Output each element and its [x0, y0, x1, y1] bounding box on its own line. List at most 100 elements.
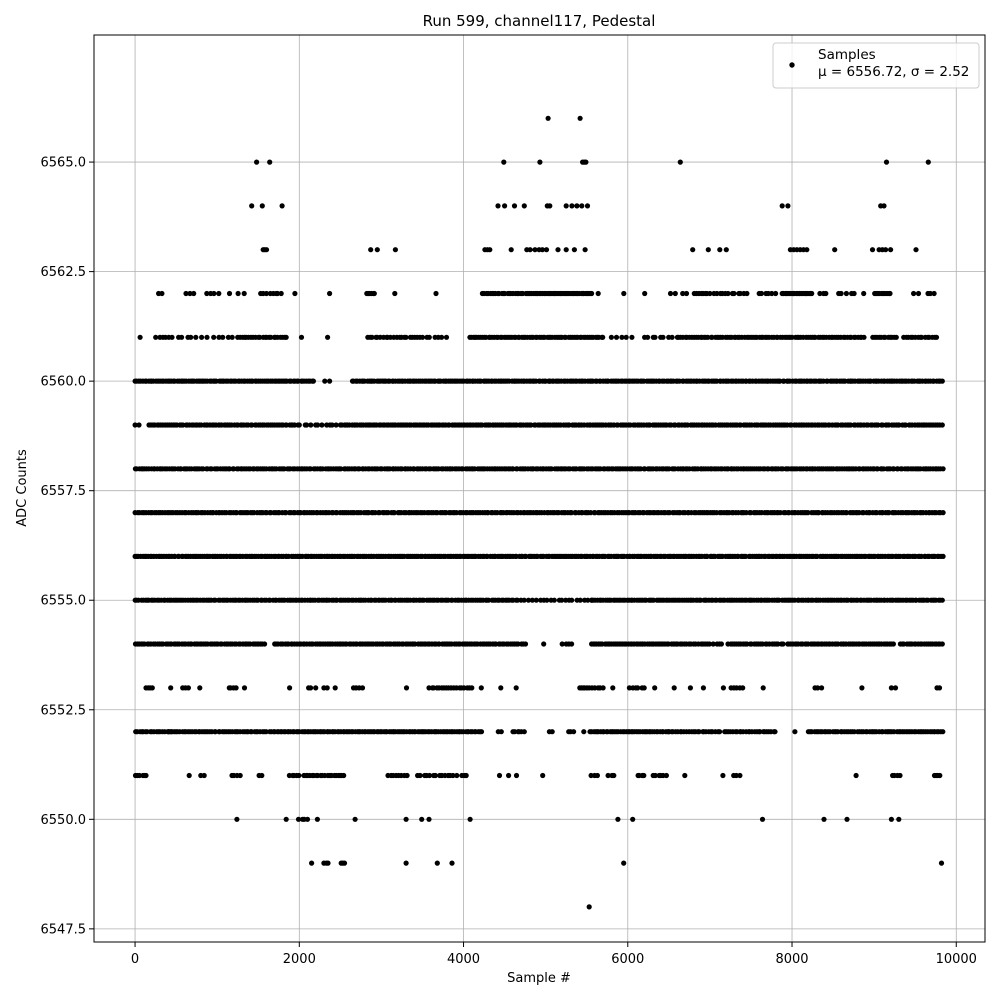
x-axis-ticks: 0 2000 4000 6000 8000 10000 — [131, 942, 977, 967]
data-point — [939, 378, 945, 384]
plot-frame — [93, 34, 986, 943]
data-point — [332, 685, 338, 691]
data-point — [652, 334, 658, 340]
data-point — [549, 729, 555, 735]
data-point — [368, 247, 374, 253]
data-point — [939, 422, 945, 428]
data-point — [513, 685, 519, 691]
data-point — [645, 334, 651, 340]
y-tick-label: 6562.5 — [41, 265, 87, 280]
data-point — [521, 729, 527, 735]
data-point — [525, 597, 532, 603]
data-point — [204, 334, 210, 340]
data-point — [779, 203, 785, 209]
data-point — [939, 641, 945, 647]
data-point — [191, 290, 197, 297]
data-point — [861, 290, 867, 297]
data-point — [579, 203, 585, 209]
data-point — [392, 247, 398, 253]
data-point — [296, 772, 302, 779]
data-point — [279, 203, 285, 209]
data-point — [226, 290, 233, 297]
data-point — [478, 685, 484, 691]
data-point — [304, 816, 311, 822]
data-point — [545, 115, 551, 121]
data-point — [641, 772, 647, 779]
data-point — [832, 247, 838, 253]
data-point — [773, 290, 779, 297]
y-tick-label: 6550.0 — [41, 813, 87, 828]
data-point — [267, 159, 273, 165]
data-point — [759, 816, 766, 822]
data-point — [931, 290, 937, 297]
data-point — [559, 641, 565, 647]
data-point — [403, 816, 409, 822]
data-point — [623, 334, 629, 340]
data-point — [892, 685, 899, 691]
data-point — [823, 290, 829, 297]
y-tick-label: 6560.0 — [41, 375, 87, 390]
data-point — [417, 772, 423, 779]
data-point — [201, 772, 207, 779]
data-point — [667, 290, 674, 297]
data-point — [594, 772, 601, 779]
data-point — [149, 685, 155, 691]
data-point — [888, 685, 895, 691]
data-point — [897, 772, 903, 779]
data-point — [478, 729, 485, 735]
data-point — [432, 772, 438, 779]
data-point — [185, 685, 191, 691]
data-point — [169, 334, 175, 340]
data-point — [731, 290, 737, 297]
data-point — [229, 334, 235, 340]
data-point — [136, 422, 142, 428]
data-point — [671, 685, 677, 691]
data-point — [187, 290, 193, 297]
data-point — [733, 772, 739, 779]
data-point — [322, 378, 328, 384]
data-point — [853, 772, 859, 779]
data-point — [419, 816, 425, 822]
data-point — [168, 685, 174, 691]
data-point — [278, 290, 284, 297]
data-point — [571, 247, 578, 253]
data-point — [439, 334, 445, 340]
data-point — [723, 247, 729, 253]
data-point — [569, 203, 575, 209]
data-point — [237, 772, 243, 779]
data-point — [937, 772, 943, 779]
legend-marker — [789, 62, 795, 68]
data-point — [652, 772, 658, 779]
data-point — [521, 203, 527, 209]
data-point — [434, 860, 440, 866]
data-point — [533, 597, 539, 603]
data-point — [426, 816, 432, 822]
data-point — [225, 334, 231, 340]
data-point — [292, 290, 298, 297]
data-point — [881, 203, 887, 209]
legend-box — [772, 42, 980, 89]
data-point — [521, 597, 527, 603]
data-point — [687, 685, 694, 691]
data-point — [333, 422, 339, 428]
data-point — [888, 247, 894, 253]
data-point — [927, 290, 933, 297]
data-point — [619, 334, 625, 340]
x-tick-label: 2000 — [283, 952, 316, 967]
data-point — [769, 290, 775, 297]
data-point — [940, 729, 946, 735]
data-point — [313, 685, 319, 691]
data-point — [283, 334, 289, 340]
data-point — [513, 772, 520, 779]
data-point — [183, 290, 189, 297]
data-point — [621, 290, 627, 297]
data-point — [159, 290, 165, 297]
data-point — [887, 290, 893, 297]
data-point — [220, 334, 226, 340]
data-point — [495, 203, 501, 209]
data-point — [179, 334, 185, 340]
data-point — [287, 685, 293, 691]
data-point — [805, 509, 811, 516]
data-point — [809, 290, 815, 297]
